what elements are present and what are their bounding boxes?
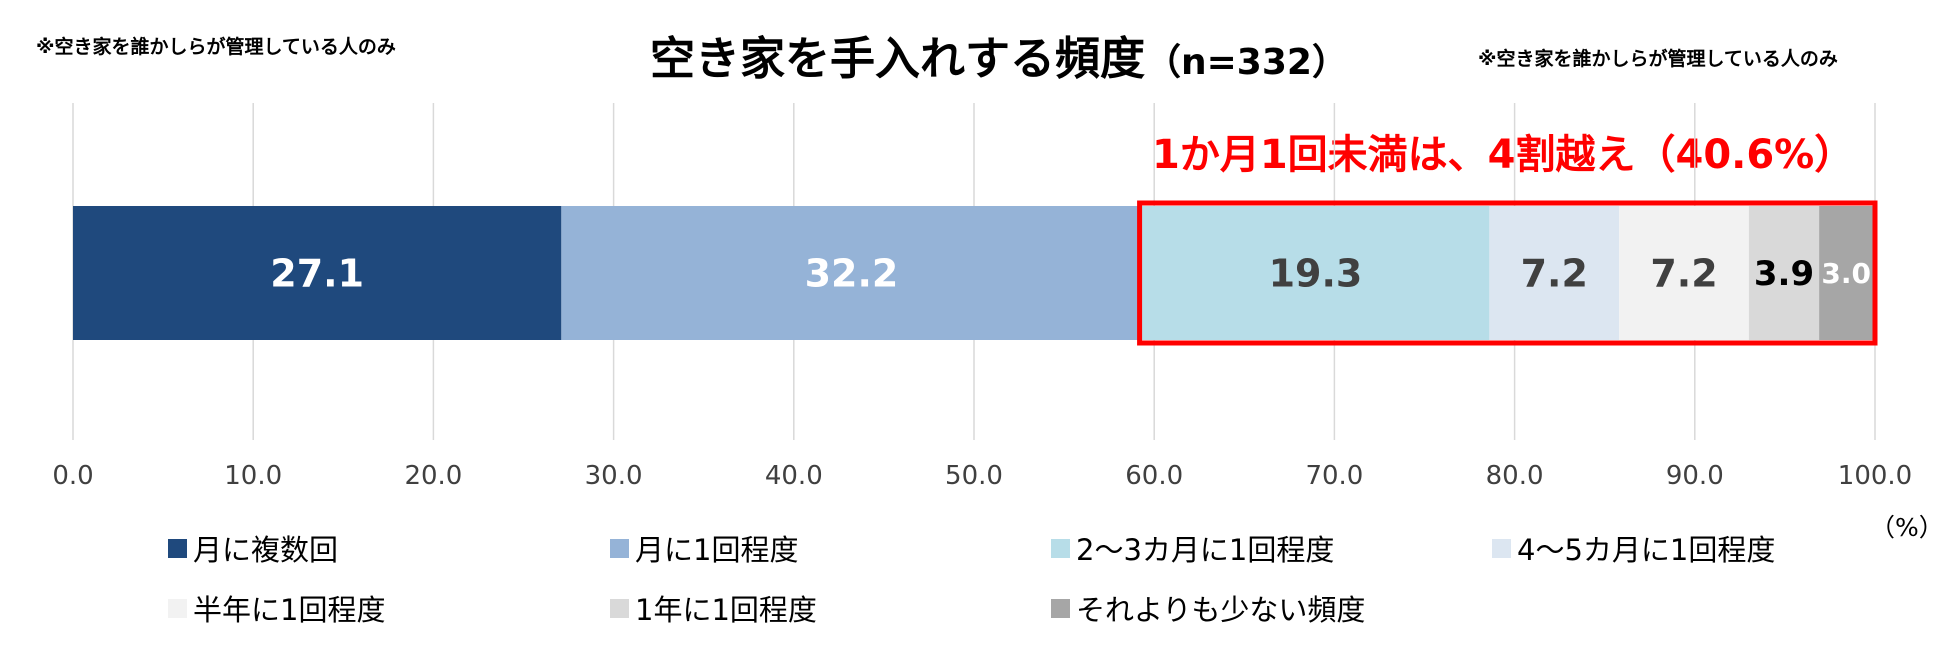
bar-segment [1619, 206, 1749, 340]
x-tick-label: 20.0 [404, 461, 462, 491]
x-tick-label: 50.0 [945, 461, 1003, 491]
bar-segment [1748, 206, 1820, 340]
note-left: ※空き家を誰かしらが管理している人のみ [36, 36, 396, 58]
legend-item: 月に複数回 [168, 528, 338, 568]
bar-segment [73, 206, 562, 340]
legend-label: 月に1回程度 [635, 533, 799, 567]
legend-label: 4～5カ月に1回程度 [1517, 533, 1776, 567]
highlight-box [1137, 200, 1878, 346]
legend-label: 月に複数回 [193, 533, 339, 567]
x-tick-label: 80.0 [1486, 461, 1544, 491]
x-tick-label: 10.0 [224, 461, 282, 491]
legend-swatch [1051, 598, 1070, 618]
legend-swatch [168, 538, 187, 558]
legend-item: 2～3カ月に1回程度 [1051, 528, 1334, 568]
data-label: 32.2 [805, 252, 899, 296]
bar-segments [73, 206, 1874, 340]
legend-item: 半年に1回程度 [168, 588, 385, 628]
x-tick-label: 0.0 [52, 461, 93, 491]
legend-item: 月に1回程度 [610, 528, 798, 568]
axis-unit-label: （%） [1870, 513, 1944, 542]
legend-label: それよりも少ない頻度 [1076, 593, 1366, 627]
legend-label: 2～3カ月に1回程度 [1076, 533, 1335, 567]
x-axis-tick-labels: 0.0 10.0 20.0 30.0 40.0 50.0 60.0 70.0 80.0 90.0 1… [52, 461, 1912, 491]
x-tick-label: 70.0 [1305, 461, 1363, 491]
bar-segment [1141, 206, 1490, 340]
legend-item: 1年に1回程度 [610, 588, 817, 628]
legend-item: 4～5カ月に1回程度 [1492, 528, 1775, 568]
x-tick-label: 60.0 [1125, 461, 1183, 491]
chart-title-main: 空き家を手入れする頻度 [650, 32, 1146, 85]
data-label: 3.9 [1754, 254, 1814, 294]
x-tick-label: 100.0 [1838, 461, 1912, 491]
chart-sample-size: （n=332） [1145, 42, 1348, 83]
legend-label: 半年に1回程度 [193, 593, 386, 627]
x-tick-label: 30.0 [585, 461, 643, 491]
legend-swatch [168, 598, 187, 618]
legend-swatch [1492, 538, 1511, 558]
data-label: 19.3 [1269, 252, 1363, 296]
legend-swatch [610, 598, 629, 618]
highlight-rect [1137, 200, 1878, 346]
data-label: 7.2 [1650, 252, 1717, 296]
bar-segment [1489, 206, 1620, 340]
legend-label: 1年に1回程度 [635, 593, 817, 627]
note-right: ※空き家を誰かしらが管理している人のみ [1478, 48, 1838, 70]
data-label: 27.1 [270, 252, 364, 296]
data-labels: 27.1 32.2 19.3 7.2 7.2 3.9 3.0 [270, 252, 1871, 296]
bar-segment [561, 206, 1142, 340]
x-tick-label: 40.0 [765, 461, 823, 491]
legend-swatch [610, 538, 629, 558]
legend-item: それよりも少ない頻度 [1051, 588, 1365, 628]
data-label: 3.0 [1821, 257, 1871, 290]
legend-swatch [1051, 538, 1070, 558]
x-tick-label: 90.0 [1666, 461, 1724, 491]
data-label: 7.2 [1521, 252, 1588, 296]
bar-segment [1819, 206, 1874, 340]
highlight-callout: 1か月1回未満は、4割越え（40.6%） [1152, 132, 1855, 178]
chart-title: 空き家を手入れする頻度（n=332） [650, 22, 1348, 87]
